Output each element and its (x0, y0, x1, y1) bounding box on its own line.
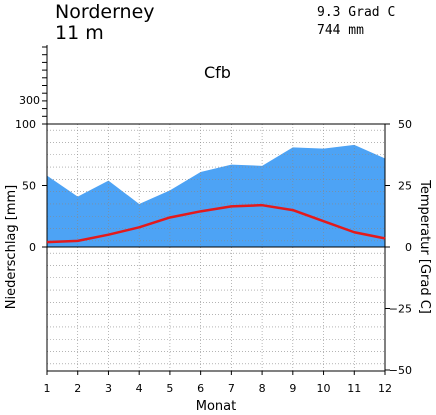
y-right-tick-label: −25 (389, 303, 412, 316)
y-right-tick-label: 50 (398, 118, 412, 131)
y-left-tick-label: 50 (22, 180, 36, 193)
precipitation-area (47, 144, 385, 247)
station-elevation: 11 m (55, 22, 104, 44)
x-tick-label: 7 (228, 382, 235, 395)
x-tick-label: 10 (317, 382, 331, 395)
x-tick-label: 12 (378, 382, 392, 395)
x-tick-label: 3 (105, 382, 112, 395)
x-tick-label: 9 (289, 382, 296, 395)
y-right-tick-label: −50 (389, 364, 412, 377)
y-right-tick-label: 25 (398, 180, 412, 193)
y-left-tick-label: 300 (19, 94, 40, 107)
mean-temperature: 9.3 Grad C (317, 5, 395, 20)
x-tick-label: 1 (44, 382, 51, 395)
x-tick-label: 5 (166, 382, 173, 395)
y-axis-right-label: Temperatur [Grad C] (417, 179, 432, 314)
x-tick-label: 11 (347, 382, 361, 395)
y-right-tick-label: 0 (405, 241, 412, 254)
x-tick-label: 2 (74, 382, 81, 395)
x-axis-label: Monat (196, 399, 236, 414)
x-tick-label: 6 (197, 382, 204, 395)
y-left-tick-label: 0 (29, 241, 36, 254)
x-tick-label: 8 (259, 382, 266, 395)
y-left-tick-label: 100 (15, 118, 36, 131)
station-name: Norderney (55, 1, 155, 23)
x-tick-label: 4 (136, 382, 143, 395)
climate-class: Cfb (204, 63, 231, 82)
y-axis-left-label: Niederschlag [mm] (4, 185, 19, 310)
temperature-line (46, 203, 386, 244)
annual-precipitation: 744 mm (317, 23, 364, 38)
